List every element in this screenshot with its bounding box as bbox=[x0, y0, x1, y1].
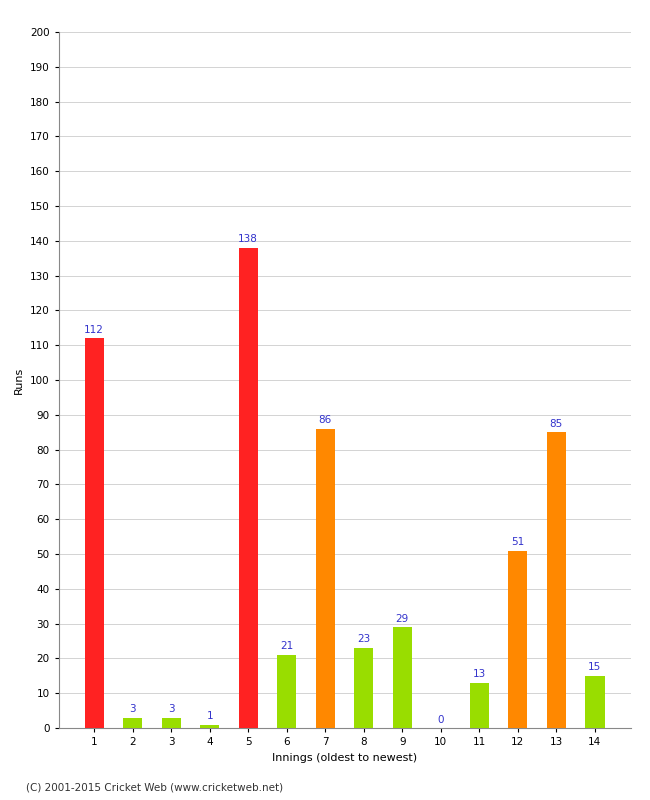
Text: 29: 29 bbox=[396, 614, 409, 624]
Text: 23: 23 bbox=[357, 634, 370, 645]
Bar bbox=[393, 627, 412, 728]
Text: (C) 2001-2015 Cricket Web (www.cricketweb.net): (C) 2001-2015 Cricket Web (www.cricketwe… bbox=[26, 782, 283, 792]
Text: 3: 3 bbox=[168, 704, 174, 714]
Bar bbox=[316, 429, 335, 728]
Bar bbox=[585, 676, 604, 728]
Bar bbox=[277, 655, 296, 728]
X-axis label: Innings (oldest to newest): Innings (oldest to newest) bbox=[272, 753, 417, 762]
Y-axis label: Runs: Runs bbox=[14, 366, 24, 394]
Text: 138: 138 bbox=[239, 234, 258, 244]
Text: 86: 86 bbox=[318, 415, 332, 426]
Text: 15: 15 bbox=[588, 662, 601, 672]
Bar bbox=[239, 248, 258, 728]
Bar bbox=[547, 432, 566, 728]
Text: 112: 112 bbox=[84, 325, 104, 334]
Text: 51: 51 bbox=[511, 537, 525, 547]
Text: 1: 1 bbox=[206, 711, 213, 721]
Bar bbox=[354, 648, 373, 728]
Text: 0: 0 bbox=[437, 714, 444, 725]
Text: 13: 13 bbox=[473, 670, 486, 679]
Text: 85: 85 bbox=[550, 418, 563, 429]
Bar bbox=[123, 718, 142, 728]
Text: 3: 3 bbox=[129, 704, 136, 714]
Bar bbox=[508, 550, 527, 728]
Bar bbox=[470, 682, 489, 728]
Bar bbox=[162, 718, 181, 728]
Bar bbox=[200, 725, 219, 728]
Bar bbox=[84, 338, 104, 728]
Text: 21: 21 bbox=[280, 642, 293, 651]
